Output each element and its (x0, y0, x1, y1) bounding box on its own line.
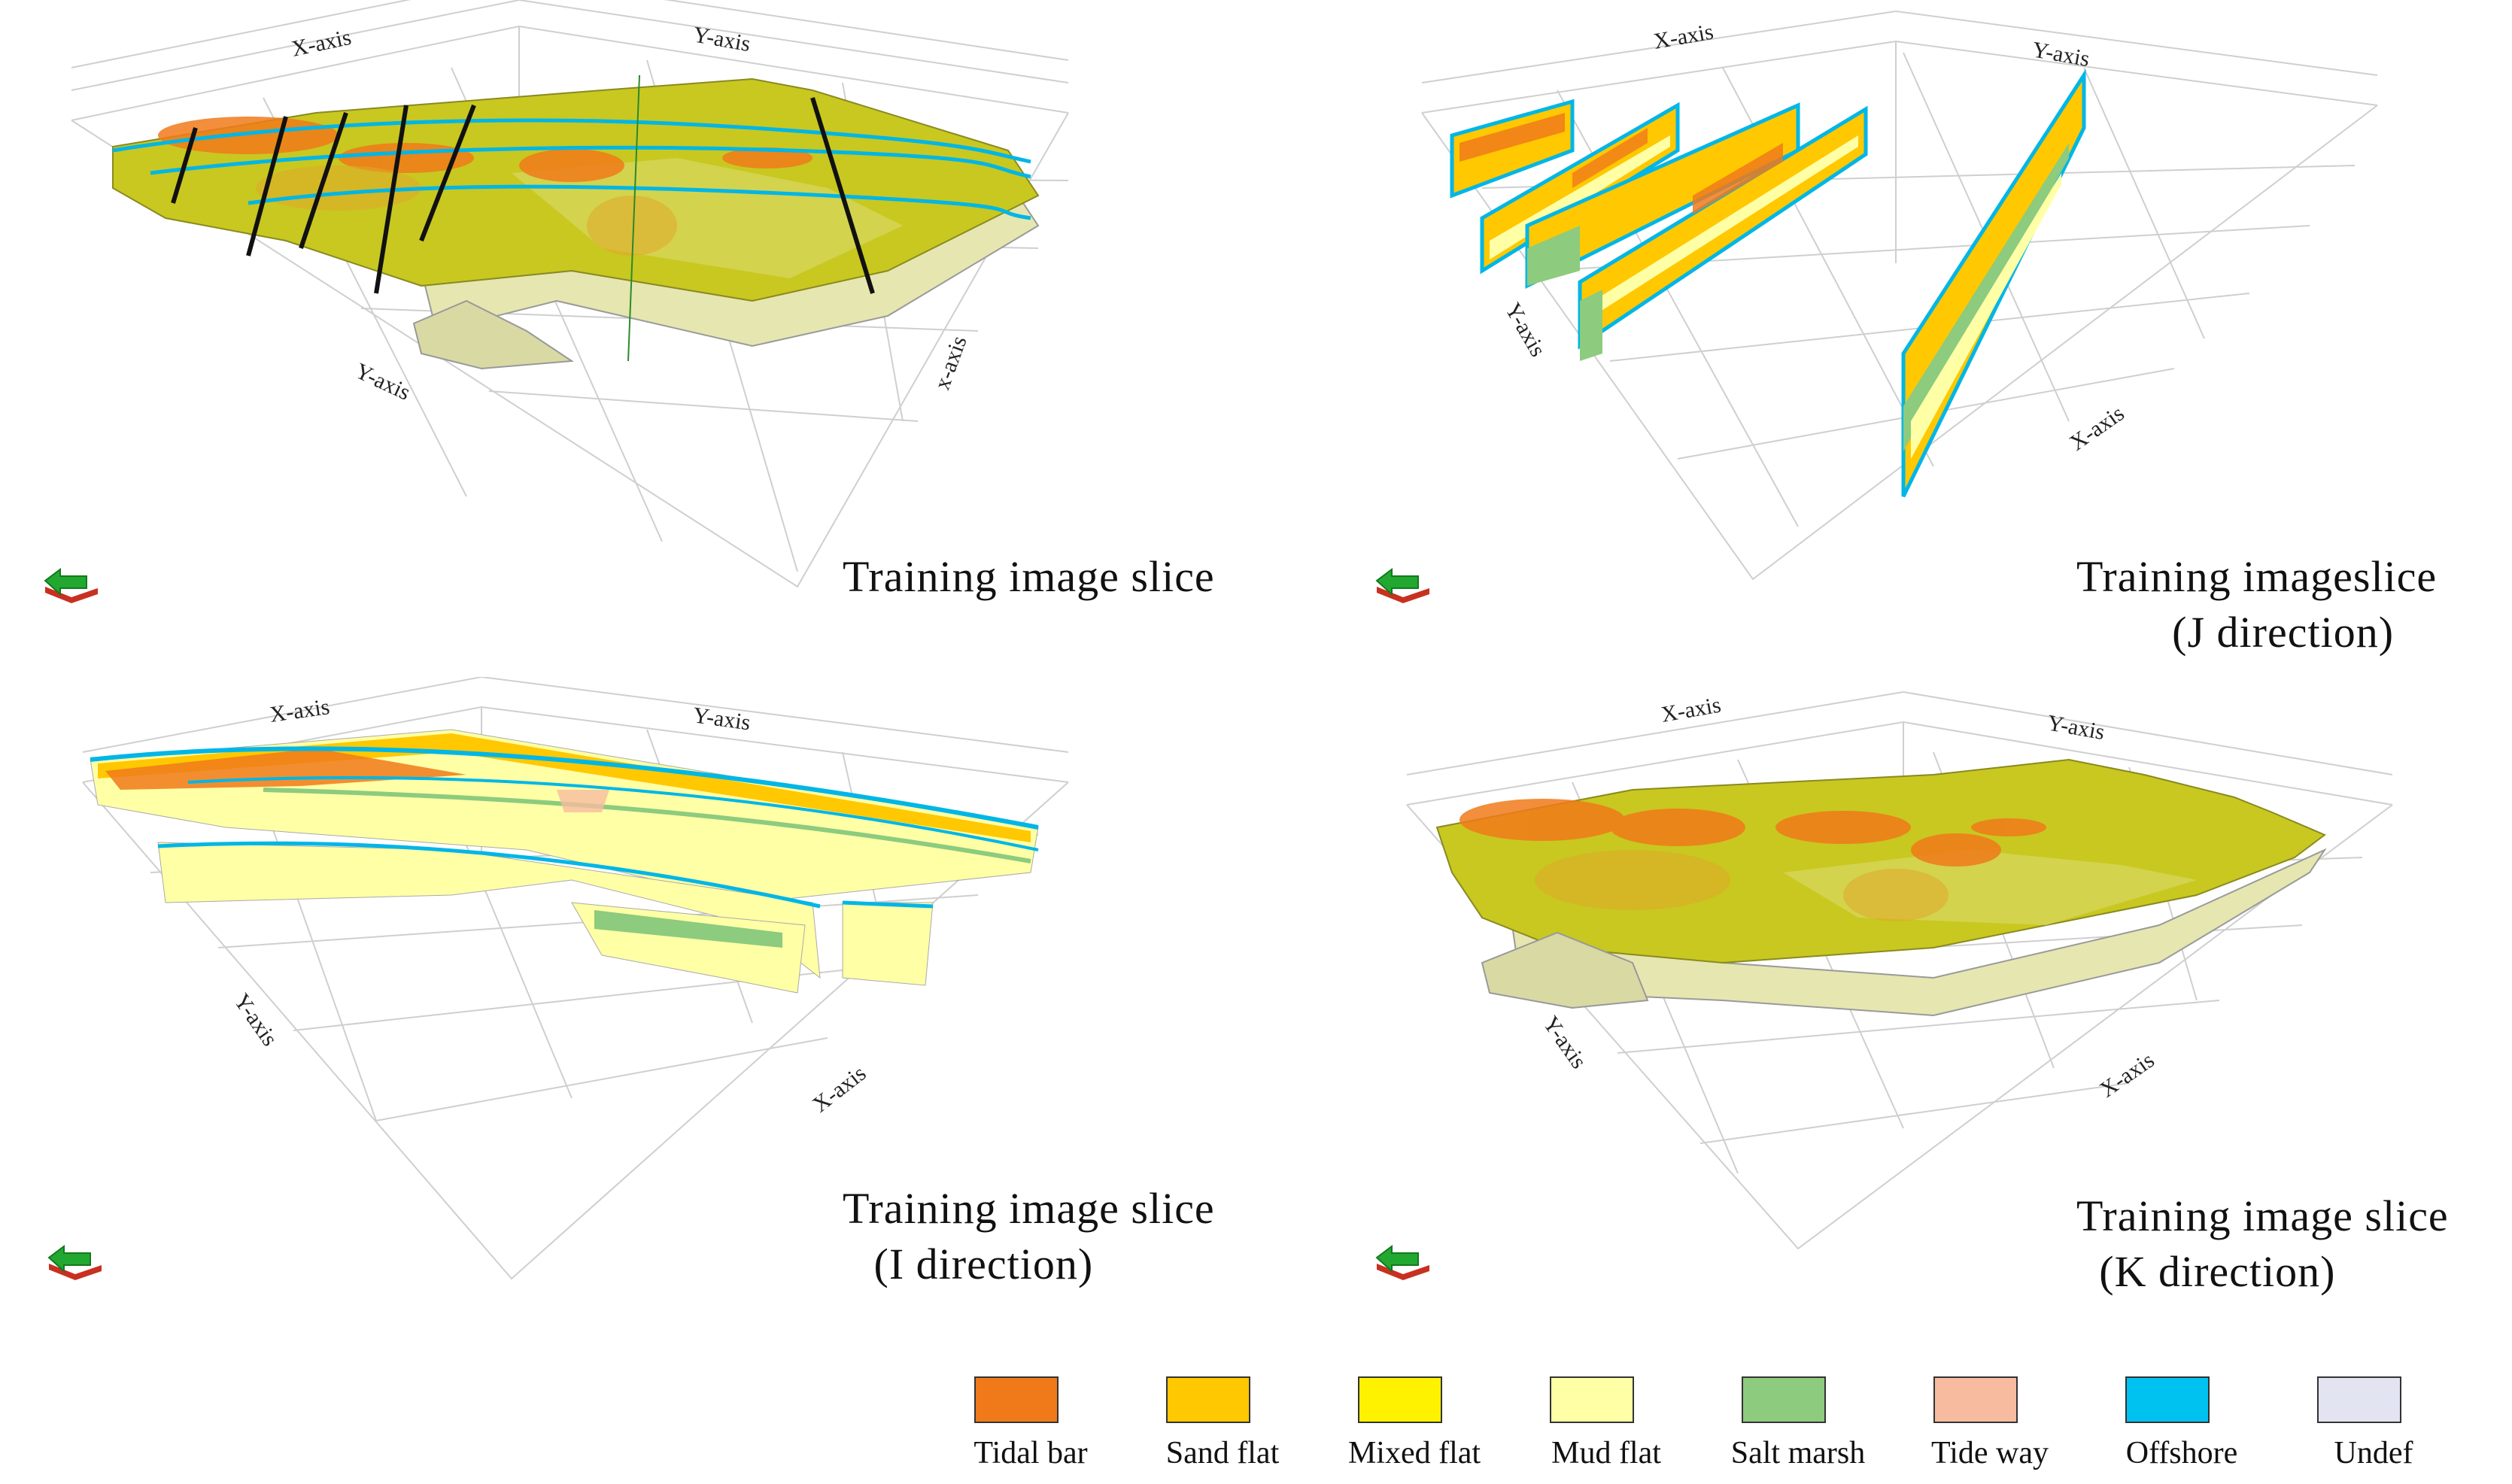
axis-label-top-left: X-axis (268, 694, 331, 727)
legend-swatch (1742, 1376, 1826, 1423)
panel-full-model: X-axis Y-axis Y-axis x-axis Training ima… (0, 0, 1256, 647)
panel-i-direction-caption: Training image slice (I direction) (843, 1181, 1215, 1292)
legend-item-tide-way: Tide way (1892, 1376, 2088, 1482)
panel-i-direction: X-axis Y-axis Y-axis X-axis Training ima… (0, 677, 1256, 1324)
caption-line-2: (K direction) (2099, 1247, 2336, 1296)
axis-label-top-right: Y-axis (2031, 37, 2091, 71)
axis-label-bottom-left: Y-axis (1538, 1012, 1591, 1073)
caption-line-1: Training image slice (843, 552, 1215, 601)
orientation-arrow-icon (47, 1245, 102, 1280)
sand-flat-patches (1535, 850, 1949, 921)
legend-swatch (1550, 1376, 1634, 1423)
legend-swatch (1166, 1376, 1250, 1423)
orientation-arrow-icon (1375, 1245, 1429, 1280)
caption-line-2: (J direction) (2172, 608, 2395, 657)
axis-label-bottom-left: Y-axis (229, 989, 282, 1051)
legend-item-tidal-bar: Tidal bar (933, 1376, 1128, 1482)
panel-j-direction: X-axis Y-axis Y-axis X-axis Training ima… (1256, 0, 2512, 657)
orientation-arrow-icon (44, 568, 98, 603)
offshore-horizons (112, 118, 1031, 220)
panel-full-model-render: X-axis Y-axis Y-axis x-axis (71, 0, 1069, 588)
legend-label: Offshore (2125, 1436, 2238, 1470)
facies-legend: Tidal bar Sand flat Mixed flat Mud flat … (933, 1376, 2505, 1482)
caption-line-2: (I direction) (873, 1240, 1094, 1288)
panel-i-direction-render: X-axis Y-axis Y-axis X-axis (82, 677, 1069, 1280)
panel-k-direction: X-axis Y-axis Y-axis X-axis Training ima… (1256, 677, 2512, 1324)
axis-label-top-right: Y-axis (691, 22, 752, 56)
legend-label: Undef (2334, 1436, 2413, 1470)
panel-full-model-caption: Training image slice (843, 549, 1215, 605)
orientation-arrow-icon (1375, 568, 1429, 603)
legend-item-undef: Undef (2276, 1376, 2471, 1482)
legend-item-sand-flat: Sand flat (1125, 1376, 1320, 1482)
legend-item-mud-flat: Mud flat (1508, 1376, 1704, 1482)
legend-swatch (1933, 1376, 2018, 1423)
legend-label: Sand flat (1165, 1436, 1280, 1470)
axis-label-bottom-left: Y-axis (1500, 299, 1551, 361)
panel-j-direction-render: X-axis Y-axis Y-axis X-axis (1421, 11, 2378, 581)
legend-label: Tide way (1931, 1436, 2049, 1470)
fault-lines (171, 97, 875, 294)
caption-line-1: Training image slice (2076, 1191, 2449, 1240)
j-slice-sections (1450, 68, 2086, 498)
caption-line-1: Training imageslice (2076, 552, 2438, 601)
panel-k-direction-caption: Training image slice (K direction) (2076, 1188, 2449, 1300)
axis-label-bottom-right: X-axis (2065, 401, 2128, 456)
legend-swatch (1358, 1376, 1442, 1423)
axis-label-bottom-left: Y-axis (351, 358, 414, 405)
legend-label: Salt marsh (1730, 1436, 1866, 1470)
panel-k-direction-render: X-axis Y-axis Y-axis X-axis (1406, 691, 2393, 1250)
legend-label: Tidal bar (974, 1436, 1088, 1470)
tidal-bar-patches (1460, 799, 2046, 866)
axis-label-top-left: X-axis (290, 25, 354, 62)
axis-label-bottom-right: X-axis (808, 1061, 870, 1117)
legend-item-mixed-flat: Mixed flat (1317, 1376, 1512, 1482)
i-slice-sections (90, 729, 1039, 994)
axis-label-bottom-right: x-axis (930, 332, 972, 393)
model-base-step (1481, 931, 1649, 1009)
axis-label-top-left: X-axis (1659, 693, 1722, 727)
axis-label-top-right: Y-axis (2046, 710, 2106, 745)
legend-item-offshore: Offshore (2084, 1376, 2280, 1482)
legend-label: Mixed flat (1347, 1436, 1481, 1470)
legend-swatch (974, 1376, 1059, 1423)
legend-label: Mud flat (1551, 1436, 1661, 1470)
model-base-step (412, 299, 574, 370)
vertical-well-line (627, 74, 640, 362)
legend-swatch (2125, 1376, 2210, 1423)
axis-label-bottom-right: X-axis (2095, 1048, 2158, 1103)
panel-j-direction-caption: Training imageslice (J direction) (2076, 549, 2437, 660)
axis-label-top-right: Y-axis (691, 703, 752, 735)
sand-flat-patches (256, 165, 677, 256)
legend-item-salt-marsh: Salt marsh (1700, 1376, 1896, 1482)
axis-label-top-left: X-axis (1651, 20, 1715, 54)
legend-swatch (2317, 1376, 2401, 1423)
caption-line-1: Training image slice (843, 1184, 1215, 1233)
perspective-grid (1421, 11, 2378, 581)
